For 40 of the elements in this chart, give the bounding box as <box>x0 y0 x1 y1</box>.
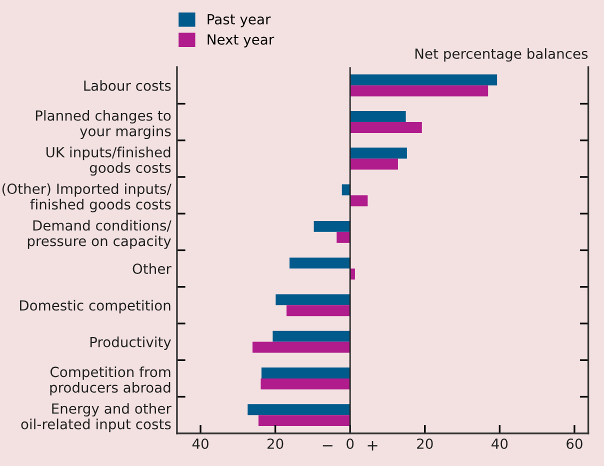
text: + <box>368 440 378 451</box>
y-tick-label: Labour costs <box>84 80 171 91</box>
x-tick-label: 20 <box>417 438 433 449</box>
bar <box>314 220 350 232</box>
bar <box>260 378 350 390</box>
x-tick-label: 0 <box>346 438 354 449</box>
bar <box>290 258 350 269</box>
bar <box>252 342 350 353</box>
legend-label: Next year <box>208 34 274 48</box>
bar <box>350 74 498 86</box>
bar <box>336 232 350 243</box>
y-tick-label: Domestic competition <box>20 300 170 314</box>
bar <box>350 148 407 159</box>
bar <box>350 158 398 170</box>
x-tick-label: 20 <box>267 438 284 449</box>
bar <box>272 330 350 342</box>
legend-label: Past year <box>208 14 271 28</box>
y-tick-label: Other <box>132 263 172 274</box>
x-tick-label: 40 <box>192 438 208 449</box>
bar <box>286 305 350 316</box>
y-tick-label: Demand conditions/ pressure on capacity <box>28 220 172 249</box>
y-tick-label: Competition from producers abroad <box>50 366 170 396</box>
y-tick-label: Productivity <box>90 336 171 350</box>
y-tick-label: Energy and other oil-related input costs <box>21 403 172 432</box>
bar <box>350 111 406 122</box>
bar <box>350 85 488 96</box>
bar <box>261 367 350 378</box>
y-tick-label: (Other) Imported inputs/ finished goods costs <box>2 183 172 212</box>
bar <box>342 184 350 196</box>
y-tick-label: Planned changes to your margins <box>36 110 171 140</box>
bar <box>350 122 422 134</box>
bar <box>276 294 350 306</box>
x-tick-label: 40 <box>492 438 508 449</box>
text: − <box>322 445 332 446</box>
x-tick-label: 60 <box>566 438 582 449</box>
y-tick-label: UK inputs/finished goods costs <box>46 146 171 176</box>
text: Net percentage balances <box>415 48 588 62</box>
bar <box>248 404 350 416</box>
bar <box>350 195 368 206</box>
bar <box>258 415 350 426</box>
